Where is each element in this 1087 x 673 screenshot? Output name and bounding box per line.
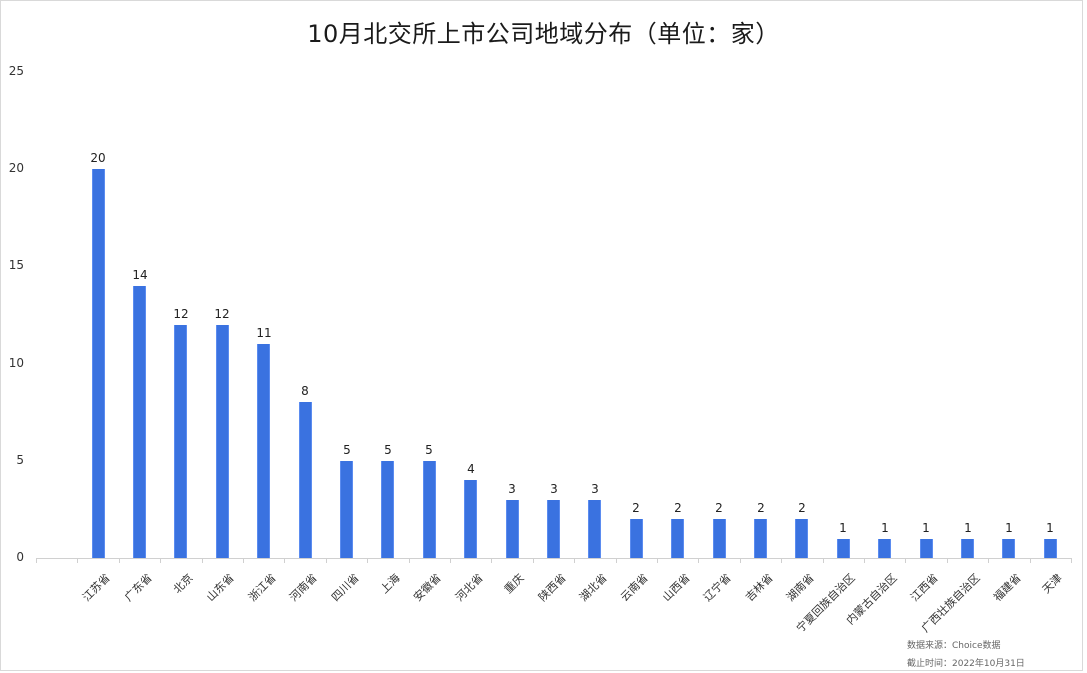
x-tick-mark: [326, 558, 327, 563]
x-tick-mark: [367, 558, 368, 563]
bar: [837, 539, 850, 558]
bar: [174, 325, 187, 558]
x-tick-mark: [1071, 558, 1072, 563]
bar-value-label: 20: [90, 151, 106, 165]
x-tick-mark: [823, 558, 824, 563]
bar-value-label: 11: [256, 326, 272, 340]
bar: [133, 286, 146, 558]
bar: [257, 344, 270, 558]
bar: [713, 519, 726, 558]
y-tick-label: 0: [16, 550, 24, 564]
bar: [1002, 539, 1015, 558]
x-tick-mark: [409, 558, 410, 563]
chart-title: 10月北交所上市公司地域分布（单位：家）: [307, 20, 780, 48]
bar: [878, 539, 891, 558]
bar: [381, 461, 394, 558]
bar-value-label: 3: [550, 482, 558, 496]
x-tick-mark: [905, 558, 906, 563]
bar-value-label: 2: [632, 501, 640, 515]
bar-value-label: 1: [881, 521, 889, 535]
x-tick-mark: [1030, 558, 1031, 563]
bar: [464, 480, 477, 558]
bar: [754, 519, 767, 558]
bar: [961, 539, 974, 558]
x-tick-mark: [657, 558, 658, 563]
bar-value-label: 1: [1046, 521, 1054, 535]
x-tick-mark: [533, 558, 534, 563]
x-tick-mark: [864, 558, 865, 563]
bar-value-label: 2: [715, 501, 723, 515]
x-axis-line: [36, 558, 1071, 559]
bar: [92, 169, 105, 558]
cutoff-note: 截止时间：2022年10月31日: [907, 659, 1025, 669]
source-note: 数据来源：Choice数据: [907, 641, 1001, 651]
bar-value-label: 2: [674, 501, 682, 515]
x-tick-mark: [988, 558, 989, 563]
x-tick-mark: [119, 558, 120, 563]
bar: [216, 325, 229, 558]
bar-value-label: 4: [467, 462, 475, 476]
x-tick-mark: [77, 558, 78, 563]
bar-value-label: 5: [425, 443, 433, 457]
x-tick-mark: [491, 558, 492, 563]
y-tick-label: 10: [8, 355, 24, 370]
x-tick-mark: [284, 558, 285, 563]
x-tick-mark: [202, 558, 203, 563]
bar: [1044, 539, 1057, 558]
bar-value-label: 1: [964, 521, 972, 535]
bar: [340, 461, 353, 558]
bar-value-label: 5: [384, 443, 392, 457]
bar-value-label: 12: [214, 307, 230, 321]
bar-value-label: 3: [591, 482, 599, 496]
bar-value-label: 2: [798, 501, 806, 515]
x-tick-mark: [450, 558, 451, 563]
bar: [671, 519, 684, 558]
y-tick-label: 15: [8, 258, 24, 273]
bar: [795, 519, 808, 558]
x-tick-mark: [36, 558, 37, 563]
bar: [920, 539, 933, 558]
bar: [630, 519, 643, 558]
x-tick-mark: [574, 558, 575, 563]
x-tick-mark: [243, 558, 244, 563]
bar: [423, 461, 436, 558]
bar: [588, 500, 601, 558]
x-tick-mark: [698, 558, 699, 563]
x-tick-mark: [616, 558, 617, 563]
bar-value-label: 8: [301, 384, 309, 398]
y-tick-label: 5: [16, 452, 24, 467]
bar-value-label: 2: [757, 501, 765, 515]
x-tick-mark: [947, 558, 948, 563]
bar-value-label: 1: [922, 521, 930, 535]
bar-value-label: 3: [508, 482, 516, 496]
y-tick-label: 25: [8, 64, 24, 78]
bar-value-label: 12: [173, 307, 189, 321]
y-tick-label: 20: [8, 161, 24, 176]
bar: [506, 500, 519, 558]
bar-value-label: 14: [132, 268, 148, 282]
bar-value-label: 1: [839, 521, 847, 535]
x-tick-mark: [160, 558, 161, 563]
bar: [299, 402, 312, 558]
bar-value-label: 5: [343, 443, 351, 457]
x-tick-mark: [781, 558, 782, 563]
bar: [547, 500, 560, 558]
bar-value-label: 1: [1005, 521, 1013, 535]
x-tick-mark: [740, 558, 741, 563]
